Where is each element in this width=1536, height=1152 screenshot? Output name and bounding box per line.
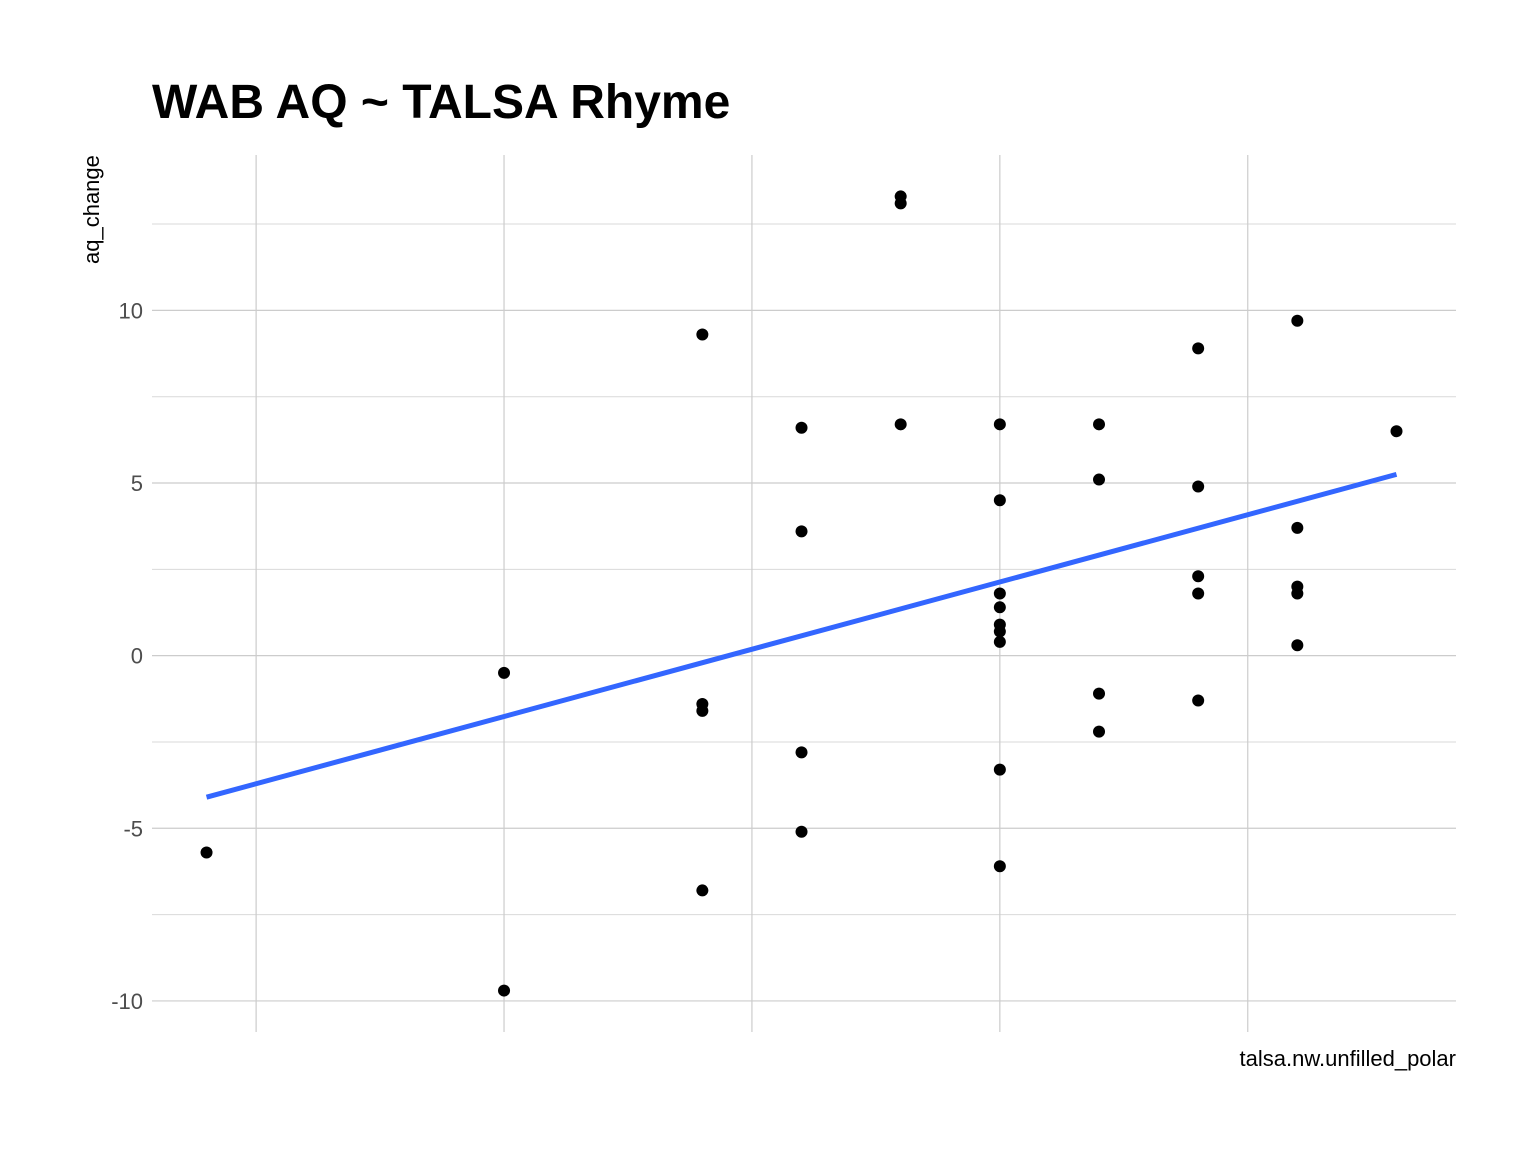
data-point [1093,725,1106,738]
data-point [993,763,1006,776]
y-tick-label: -5 [123,816,143,841]
data-point [795,746,808,759]
grid [152,155,1456,1032]
data-point [993,494,1006,507]
data-point [1291,314,1304,327]
y-axis-label: aq_change [79,155,104,264]
chart-title: WAB AQ ~ TALSA Rhyme [152,76,730,129]
data-point [498,666,511,679]
y-axis-ticks: -10 -5 0 5 10 [111,298,143,1014]
data-point [696,704,709,717]
data-point [993,860,1006,873]
data-point [1291,639,1304,652]
data-point [993,587,1006,600]
data-point [1291,521,1304,534]
data-points [200,190,1403,997]
trend-line-layer [205,471,1398,800]
data-point [1291,587,1304,600]
data-point [1093,418,1106,431]
data-point [993,625,1006,638]
data-point [200,846,213,859]
data-point [993,418,1006,431]
data-point [795,825,808,838]
data-point [1390,425,1403,438]
y-tick-label: -10 [111,989,143,1014]
y-tick-label: 5 [131,471,143,496]
data-point [498,984,511,997]
data-point [1093,687,1106,700]
data-point [993,601,1006,614]
data-point [894,197,907,210]
x-axis-label: talsa.nw.unfilled_polar [1240,1046,1456,1071]
data-point [795,525,808,538]
data-point [1192,480,1205,493]
data-point [1192,694,1205,707]
data-point [696,884,709,897]
trend-line [205,471,1398,800]
data-point [1093,473,1106,486]
y-tick-label: 0 [131,644,143,669]
data-point [1192,342,1205,355]
data-point [1192,587,1205,600]
data-point [894,418,907,431]
data-point [1192,570,1205,583]
data-point [993,635,1006,648]
data-point [696,328,709,341]
data-point [795,421,808,434]
y-tick-label: 10 [119,298,143,323]
